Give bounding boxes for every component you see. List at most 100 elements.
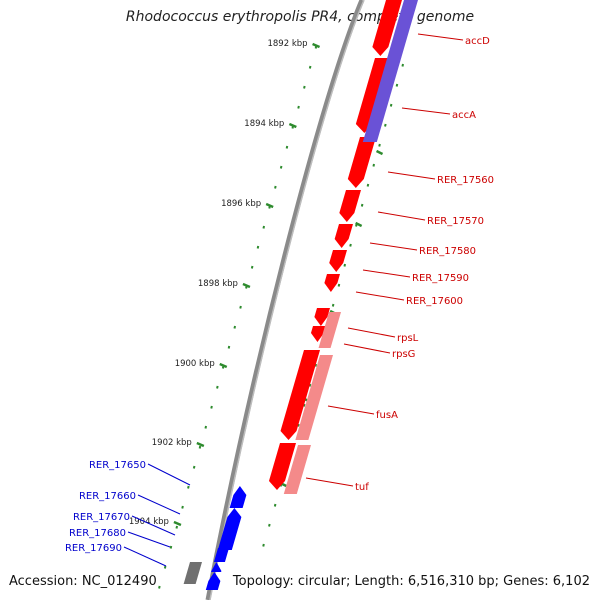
scale-tick [274, 185, 277, 189]
gene-fusa-overlay [295, 355, 333, 440]
gene-acc-overlay [362, 0, 418, 142]
backbone-outer [205, 0, 365, 600]
gene-rpsl-rpsg-overlay [318, 312, 341, 348]
gene-label-rer-17680: RER_17680 [69, 528, 126, 539]
scale-tick [389, 103, 393, 107]
gene-rpsl-feature [314, 308, 330, 326]
gene-rer-17690-feature [205, 572, 221, 590]
scale-tick [273, 503, 277, 507]
label-leader [327, 405, 375, 415]
scale-major-tick [242, 282, 251, 289]
scale-major-tick [196, 441, 205, 448]
gene-tuf-feature [268, 443, 296, 490]
scale-tick [163, 565, 167, 569]
scale-label: 1902 kbp [152, 438, 192, 448]
scale-major-tick [219, 362, 228, 369]
scale-label: 1894 kbp [244, 119, 284, 129]
scale-label: 1892 kbp [267, 39, 307, 49]
label-leader [127, 531, 171, 548]
gene-rpsg-feature [310, 326, 326, 342]
scale-tick [268, 523, 271, 527]
scale-tick [303, 85, 306, 89]
gene-rer-17570-feature [339, 190, 361, 222]
scale-label: 1904 kbp [129, 517, 169, 527]
scale-tick [401, 63, 405, 67]
scale-tick [216, 385, 219, 389]
scale-tick [181, 505, 184, 509]
gene-label-rer-17580: RER_17580 [419, 246, 476, 257]
gene-label-acca: accA [452, 110, 476, 121]
scale-tick [308, 383, 312, 387]
scale-tick [343, 263, 347, 267]
label-leader [369, 242, 418, 251]
gene-rer-17650-feature [229, 486, 247, 508]
gene-tuf-overlay [283, 445, 311, 494]
label-leader-lines [123, 33, 464, 567]
label-leader [401, 107, 451, 115]
topology-text: Topology: circular; Length: 6,516,310 bp… [232, 574, 590, 589]
scale-tick [192, 465, 196, 469]
scale-tick [314, 363, 318, 367]
scale-tick [158, 585, 161, 589]
scale-tick [360, 203, 364, 207]
gene-label-rer-17570: RER_17570 [427, 216, 484, 227]
gene-rer-17670-feature [213, 548, 229, 562]
scale-tick [239, 305, 242, 309]
gene-rer-17580-feature [334, 224, 353, 248]
scale-labels: 1892 kbp 1894 kbp 1896 kbp 1898 kbp 1900 kbp… [129, 39, 308, 527]
scale-tick [262, 543, 265, 547]
label-leader [355, 291, 405, 301]
scale-tick [262, 225, 266, 229]
scale-tick [250, 265, 254, 269]
scale-major-tick [375, 149, 384, 156]
label-leader [417, 33, 464, 41]
scale-tick [384, 123, 387, 127]
scale-tick [366, 183, 370, 187]
gene-label-rer-17670: RER_17670 [73, 512, 130, 523]
scale-tick [349, 243, 352, 247]
gene-rer-17560-feature [347, 137, 376, 188]
label-leader [387, 171, 436, 180]
gene-rer-17590-feature [329, 250, 347, 272]
gene-label-rer-17650: RER_17650 [89, 460, 146, 471]
scale-label: 1900 kbp [175, 359, 215, 369]
gene-fusa-feature [280, 350, 320, 440]
scale-major-tick [288, 122, 297, 129]
gene-label-accd: accD [465, 36, 490, 47]
gene-label-rpsg: rpsG [392, 349, 415, 360]
gene-label-rer-17660: RER_17660 [79, 491, 136, 502]
gene-label-rpsl: rpsL [397, 333, 419, 344]
scale-major-tick [312, 42, 321, 49]
gene-rer-17600-feature [324, 274, 340, 292]
label-leader [147, 463, 191, 486]
scale-tick [331, 303, 335, 307]
label-leader [131, 515, 176, 536]
scale-tick [297, 105, 300, 109]
scale-tick [233, 325, 237, 329]
scale-tick [256, 245, 260, 249]
gene-label-rer-17690: RER_17690 [65, 543, 122, 554]
gene-label-rer-17560: RER_17560 [437, 175, 494, 186]
scale-tick [227, 345, 231, 349]
gene-gray-feature [183, 562, 202, 584]
gene-label-rer-17590: RER_17590 [412, 273, 469, 284]
scale-tick [198, 445, 202, 449]
label-leader [347, 327, 396, 338]
scale-tick [175, 525, 179, 529]
label-leader [137, 494, 181, 515]
genome-backbone [205, 0, 365, 600]
label-leader [377, 211, 426, 221]
scale-tick [395, 83, 399, 87]
scale-major-tick [355, 221, 363, 228]
scale-tick [285, 145, 289, 149]
gene-rer-17680-feature [211, 562, 222, 572]
scale-tick [187, 485, 190, 489]
gene-rer-17660-feature [217, 508, 242, 550]
label-leader [305, 477, 354, 487]
scale-tick [302, 403, 306, 407]
scale-tick [308, 65, 312, 69]
scale-tick [337, 283, 341, 287]
scale-label: 1896 kbp [221, 199, 261, 209]
